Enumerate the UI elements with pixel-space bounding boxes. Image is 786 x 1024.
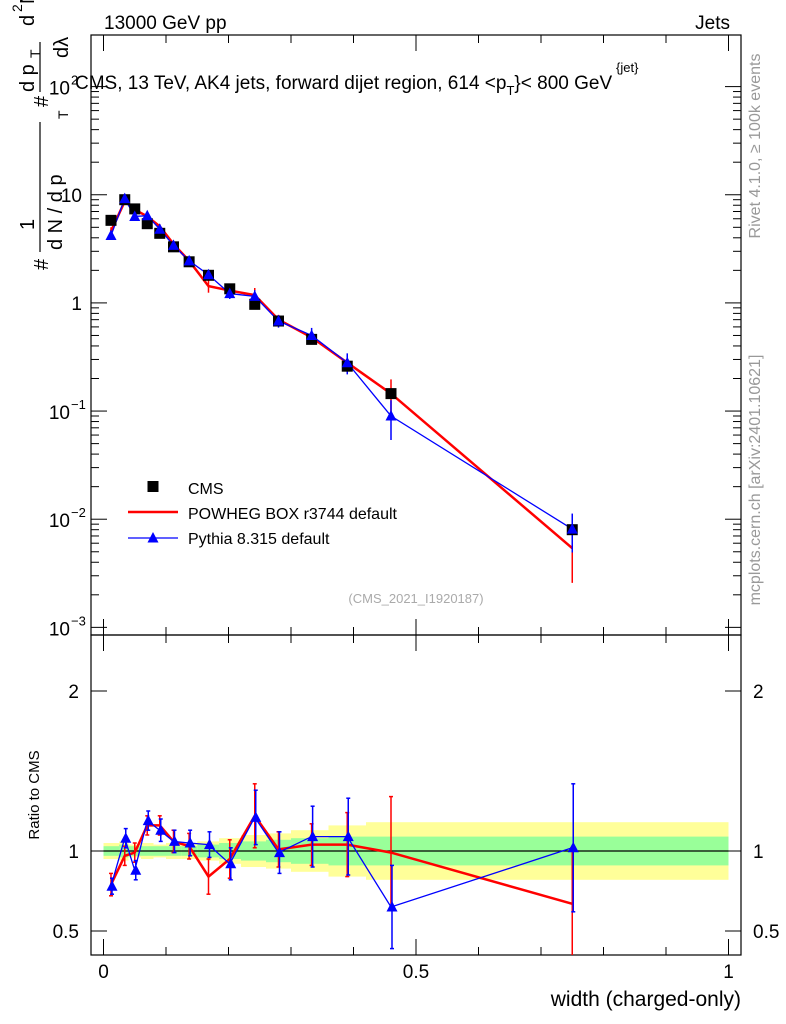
- y-label-part: 1: [17, 219, 39, 230]
- ratio-y-tick-label-right: 0.5: [753, 922, 779, 943]
- cms-data-point: [249, 298, 261, 310]
- x-tick-label: 1: [723, 962, 734, 983]
- labels-layer: CMS, 13 TeV, AK4 jets, forward dijet reg…: [9, 0, 741, 1011]
- pythia-data-point: [341, 356, 353, 368]
- pythia-ratio-point: [204, 838, 215, 850]
- pythia-ratio-point: [225, 857, 237, 869]
- y-label-part: d N / d p: [45, 174, 67, 250]
- y-tick-label: 10: [49, 79, 70, 100]
- pythia-data-point: [249, 290, 261, 301]
- pythia-data-point: [385, 410, 397, 421]
- y-tick-label: 10: [49, 403, 70, 424]
- pythia-ratio-point: [130, 864, 142, 875]
- x-axis-label: width (charged-only): [550, 988, 741, 1011]
- series-line-pythia: [110, 197, 573, 530]
- pythia-data-point: [141, 209, 153, 221]
- y-label-part: d p: [17, 64, 39, 92]
- y-label-part: N: [17, 0, 39, 4]
- y-label-part: T: [55, 110, 71, 119]
- cms-data-point: [141, 218, 153, 230]
- legend-pythia-label: Pythia 8.315 default: [188, 531, 330, 548]
- ratio-y-tick-label: 0.5: [53, 922, 79, 943]
- title-main: CMS, 13 TeV, AK4 jets, forward dijet reg…: [75, 73, 506, 94]
- pythia-ratio-point: [142, 814, 154, 826]
- y-axis-label: #1d N / d pT#d pTdλd2N: [9, 0, 73, 270]
- pythia-data-point: [105, 229, 117, 241]
- pythia-data-point: [566, 523, 578, 534]
- y-tick-exponent: −2: [71, 505, 86, 520]
- rivet-version-text: Rivet 4.1.0, ≥ 100k events: [747, 54, 764, 239]
- pythia-ratio-point: [274, 846, 285, 858]
- pythia-ratio-point: [120, 832, 132, 843]
- y-tick-label: 10: [49, 619, 70, 640]
- title-subscript: T: [506, 83, 514, 98]
- cms-data-point: [105, 214, 117, 226]
- legend-pythia-marker: [147, 532, 159, 543]
- pythia-ratio-point: [155, 824, 167, 835]
- legend-cms-label: CMS: [188, 481, 224, 498]
- y-tick-label: 10: [61, 186, 82, 207]
- series-line-powheg: [109, 199, 574, 550]
- pythia-ratio-point: [567, 841, 579, 853]
- pythia-data-point: [154, 223, 166, 234]
- header-process: Jets: [695, 13, 730, 34]
- ratio-y-tick-label-right: 2: [753, 682, 764, 703]
- chart-title: CMS, 13 TeV, AK4 jets, forward dijet reg…: [75, 73, 612, 98]
- y-label-part: d: [17, 15, 39, 26]
- ratio-frame: [90, 634, 742, 956]
- ratio-y-tick-label: 2: [68, 682, 79, 703]
- pythia-ratio-point: [386, 901, 398, 912]
- pythia-data-point: [129, 210, 141, 221]
- y-tick-label: 1: [71, 294, 82, 315]
- title-superscript: {jet}: [616, 60, 639, 75]
- ratio-y-tick-label-right: 1: [753, 842, 764, 863]
- cms-data-point: [129, 203, 141, 215]
- pythia-ratio-point: [169, 835, 180, 846]
- mcplots-credit-text: mcplots.cern.ch [arXiv:2401.10621]: [747, 355, 764, 606]
- pythia-data-point: [203, 268, 214, 280]
- title-tail: }< 800 GeV: [514, 73, 612, 94]
- header-energy: 13000 GeV pp: [104, 13, 227, 34]
- pythia-data-point: [183, 254, 195, 266]
- pythia-ratio-point: [106, 880, 118, 891]
- y-tick-exponent: 2: [71, 73, 78, 88]
- ratio-y-tick-label: 1: [68, 842, 79, 863]
- y-label-part: #: [31, 95, 53, 107]
- pythia-data-point: [224, 287, 236, 299]
- ratio-y-axis-label: Ratio to CMS: [26, 750, 43, 839]
- pythia-ratio-point: [342, 830, 354, 842]
- y-label-part: T: [27, 49, 43, 58]
- x-tick-label: 0.5: [403, 962, 429, 983]
- pythia-data-point: [273, 315, 284, 326]
- ratio-panel: 0.5 0.5 1 1 2 2 0 0.5 1: [53, 634, 779, 983]
- y-label-part: 2: [9, 4, 25, 12]
- pythia-ratio-point: [184, 837, 196, 848]
- pythia-data-point: [119, 192, 131, 204]
- legend-cms-marker: [147, 481, 159, 492]
- y-label-part: #: [31, 258, 53, 270]
- y-tick-exponent: −1: [71, 397, 86, 412]
- pythia-ratio-point: [307, 830, 319, 842]
- pythia-ratio-point: [250, 811, 262, 822]
- pythia-data-point: [168, 239, 179, 250]
- y-tick-label: 10: [49, 511, 70, 532]
- legend-powheg-label: POWHEG BOX r3744 default: [188, 506, 398, 523]
- y-label-part: dλ: [51, 37, 73, 58]
- pythia-data-point: [306, 329, 318, 340]
- cms-data-point: [385, 388, 397, 400]
- analysis-id-watermark: (CMS_2021_I1920187): [348, 591, 483, 606]
- y-tick-exponent: −3: [71, 613, 86, 628]
- x-tick-label: 0: [98, 962, 109, 983]
